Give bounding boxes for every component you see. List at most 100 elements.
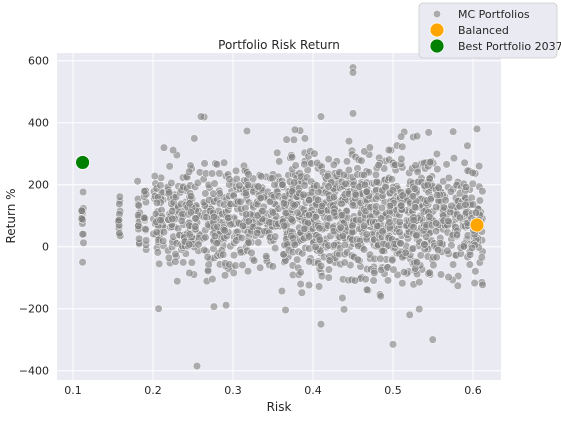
- mc-portfolio-point: [186, 208, 195, 217]
- mc-portfolio-point: [296, 268, 305, 277]
- y-axis-label: Return %: [4, 188, 18, 243]
- mc-portfolio-point: [449, 260, 458, 269]
- mc-portfolio-point: [265, 197, 274, 206]
- mc-portfolio-point: [212, 160, 221, 169]
- mc-portfolio-point: [268, 262, 277, 271]
- mc-portfolio-point: [238, 260, 247, 270]
- mc-portfolio-point: [374, 161, 383, 170]
- y-tick-label: 600: [28, 55, 49, 68]
- mc-portfolio-point: [348, 109, 358, 118]
- mc-portfolio-point: [187, 258, 196, 267]
- mc-portfolio-point: [305, 257, 314, 266]
- mc-portfolio-point: [426, 195, 435, 204]
- mc-portfolio-point: [388, 340, 398, 349]
- mc-portfolio-point: [278, 180, 287, 189]
- x-axis-label: Risk: [267, 400, 292, 414]
- mc-portfolio-point: [297, 288, 306, 297]
- mc-portfolio-point: [315, 235, 324, 244]
- mc-portfolio-point: [141, 225, 150, 234]
- mc-portfolio-point: [444, 273, 453, 282]
- mc-portfolio-point: [398, 279, 407, 288]
- mc-portfolio-point: [447, 241, 456, 250]
- mc-portfolio-point: [452, 230, 462, 239]
- mc-portfolio-point: [281, 209, 290, 218]
- mc-portfolio-point: [312, 181, 321, 190]
- mc-portfolio-point: [471, 267, 480, 276]
- mc-portfolio-point: [338, 231, 347, 240]
- mc-portfolio-point: [478, 280, 487, 289]
- legend: MC Portfolios Balanced Best Portfolio 20…: [418, 2, 561, 59]
- mc-portfolio-point: [191, 222, 200, 231]
- balanced-point: [469, 217, 485, 233]
- mc-portfolio-point: [290, 125, 300, 134]
- mc-portfolio-point: [339, 305, 349, 314]
- mc-portfolio-point: [305, 196, 314, 205]
- mc-portfolio-point: [433, 165, 442, 174]
- mc-portfolio-point: [194, 240, 203, 249]
- mc-portfolio-point: [304, 232, 314, 241]
- legend-label-best-portfolio: Best Portfolio 2037: [458, 40, 561, 53]
- mc-portfolio-point: [153, 248, 162, 257]
- mc-portfolio-point: [461, 182, 471, 192]
- mc-portfolio-point: [185, 167, 194, 176]
- mc-portfolio-point: [353, 255, 362, 264]
- mc-portfolio-point: [384, 145, 393, 155]
- mc-portfolio-point: [405, 310, 414, 319]
- mc-portfolio-point: [203, 253, 212, 262]
- y-axis-ticks: −400 −200 0 200 400 600: [19, 55, 49, 378]
- mc-portfolio-point: [164, 253, 173, 262]
- mc-portfolio-point: [470, 279, 479, 288]
- mc-portfolio-point: [338, 210, 347, 220]
- mc-portfolio-point: [159, 228, 168, 237]
- mc-portfolio-point: [154, 304, 163, 313]
- mc-portfolio-point: [220, 158, 229, 167]
- mc-portfolio-point: [388, 256, 397, 265]
- mc-portfolio-point: [177, 216, 186, 225]
- mc-portfolio-point: [254, 182, 263, 191]
- y-tick-label: 400: [28, 117, 49, 130]
- mc-portfolio-point: [196, 112, 206, 121]
- mc-portfolio-point: [209, 189, 218, 198]
- mc-portfolio-point: [398, 142, 407, 151]
- mc-portfolio-point: [442, 160, 451, 169]
- mc-portfolio-point: [444, 173, 453, 182]
- mc-portfolio-point: [243, 267, 253, 276]
- mc-portfolio-point: [469, 200, 478, 209]
- x-tick-label: 0.5: [384, 384, 402, 397]
- mc-portfolio-point: [408, 192, 417, 201]
- mc-portfolio-point: [409, 216, 418, 225]
- mc-portfolio-point: [114, 216, 123, 225]
- mc-portfolio-point: [134, 201, 143, 210]
- mc-portfolio-point: [140, 213, 149, 222]
- mc-portfolio-point: [242, 210, 251, 219]
- mc-portfolio-point: [210, 179, 219, 188]
- mc-portfolio-point: [370, 268, 379, 277]
- mc-portfolio-point: [289, 135, 298, 144]
- mc-portfolio-point: [397, 201, 406, 210]
- mc-portfolio-point: [453, 281, 462, 290]
- mc-portfolio-point: [313, 195, 323, 204]
- mc-portfolio-point: [362, 230, 371, 239]
- mc-portfolio-point: [432, 149, 441, 158]
- mc-portfolio-point: [168, 206, 177, 216]
- mc-portfolio-point: [222, 301, 231, 310]
- mc-portfolio-point: [342, 157, 352, 166]
- mc-portfolio-point: [324, 155, 333, 164]
- mc-portfolio-point: [409, 223, 418, 232]
- mc-portfolio-point: [224, 213, 233, 222]
- mc-portfolio-point: [341, 179, 350, 188]
- mc-portfolio-point: [434, 183, 443, 192]
- mc-portfolio-point: [439, 203, 449, 212]
- mc-portfolio-point: [229, 268, 238, 277]
- mc-portfolio-point: [460, 158, 469, 167]
- mc-portfolio-point: [388, 186, 397, 195]
- mc-portfolio-point: [426, 158, 435, 167]
- mc-portfolio-point: [238, 221, 247, 230]
- mc-portfolio-point: [256, 193, 265, 202]
- mc-portfolio-point: [268, 208, 277, 217]
- mc-portfolio-point: [78, 230, 87, 239]
- mc-portfolio-point: [165, 162, 174, 171]
- mc-portfolio-point: [372, 177, 381, 186]
- mc-portfolio-point: [231, 261, 240, 270]
